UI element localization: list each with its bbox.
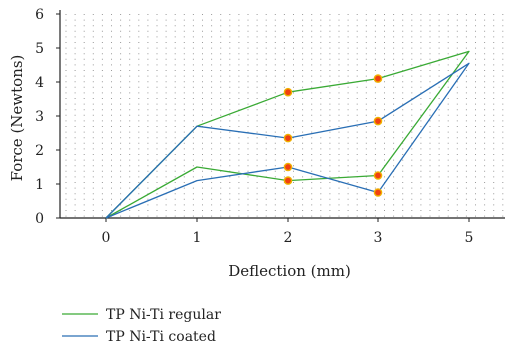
series-lines <box>105 50 470 219</box>
series-line-2 <box>105 62 470 219</box>
y-tick-label: 4 <box>35 75 44 91</box>
x-tick-label: 3 <box>374 230 383 246</box>
data-point-marker <box>373 116 383 126</box>
y-tick-label: 2 <box>35 143 44 159</box>
data-point-marker <box>373 171 383 180</box>
data-point-marker <box>283 133 293 143</box>
y-tick-label: 5 <box>35 41 44 57</box>
y-tick-label: 6 <box>35 7 44 23</box>
axes <box>59 10 505 219</box>
legend-label: TP Ni-Ti coated <box>106 329 216 345</box>
data-markers <box>283 74 383 197</box>
x-tick-label: 5 <box>465 230 474 246</box>
data-point-marker <box>373 74 383 83</box>
y-axis-title: Force (Newtons) <box>8 55 26 182</box>
tick-labels: 0 1 2 3 4 5 6 0 1 2 3 5 <box>35 7 473 246</box>
x-tick-label: 2 <box>284 230 293 246</box>
legend: TP Ni-Ti regular TP Ni-Ti coated <box>62 307 221 345</box>
series-line-1 <box>105 50 470 219</box>
x-tick-label: 1 <box>193 230 202 246</box>
x-tick-label: 0 <box>102 230 111 246</box>
data-point-marker <box>373 188 383 197</box>
data-point-marker <box>283 87 293 97</box>
y-tick-label: 3 <box>35 109 44 125</box>
legend-label: TP Ni-Ti regular <box>106 307 221 323</box>
y-tick-label: 1 <box>35 177 44 193</box>
x-axis-title: Deflection (mm) <box>228 262 351 280</box>
grid-dots <box>65 14 504 218</box>
y-tick-label: 0 <box>35 211 44 227</box>
data-point-marker <box>283 176 293 185</box>
data-point-marker <box>283 162 293 172</box>
